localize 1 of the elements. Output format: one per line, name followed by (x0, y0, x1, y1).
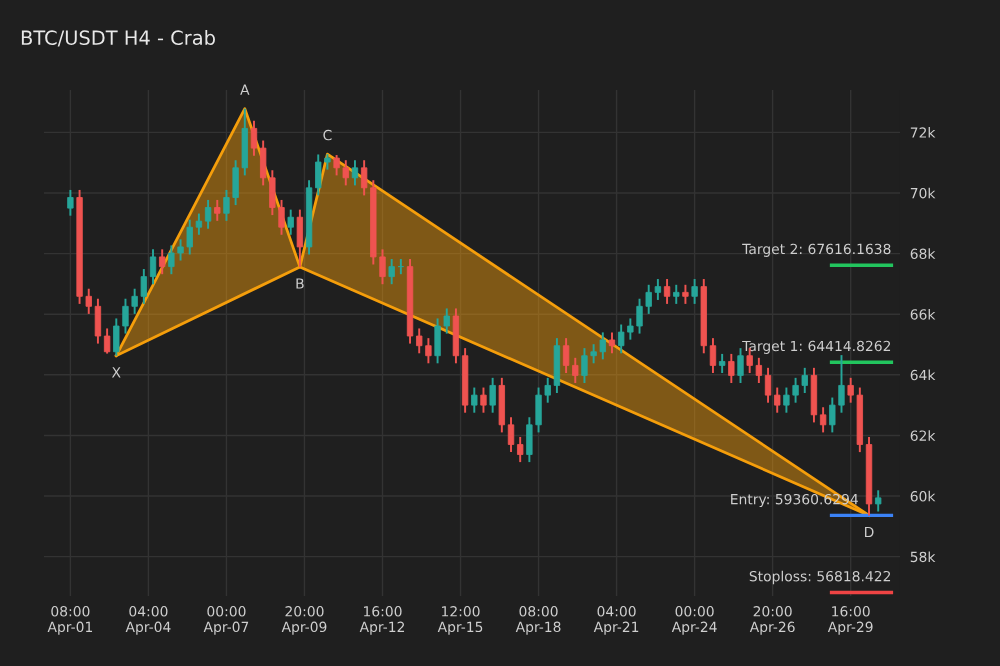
chart-title: BTC/USDT H4 - Crab (21, 29, 215, 47)
